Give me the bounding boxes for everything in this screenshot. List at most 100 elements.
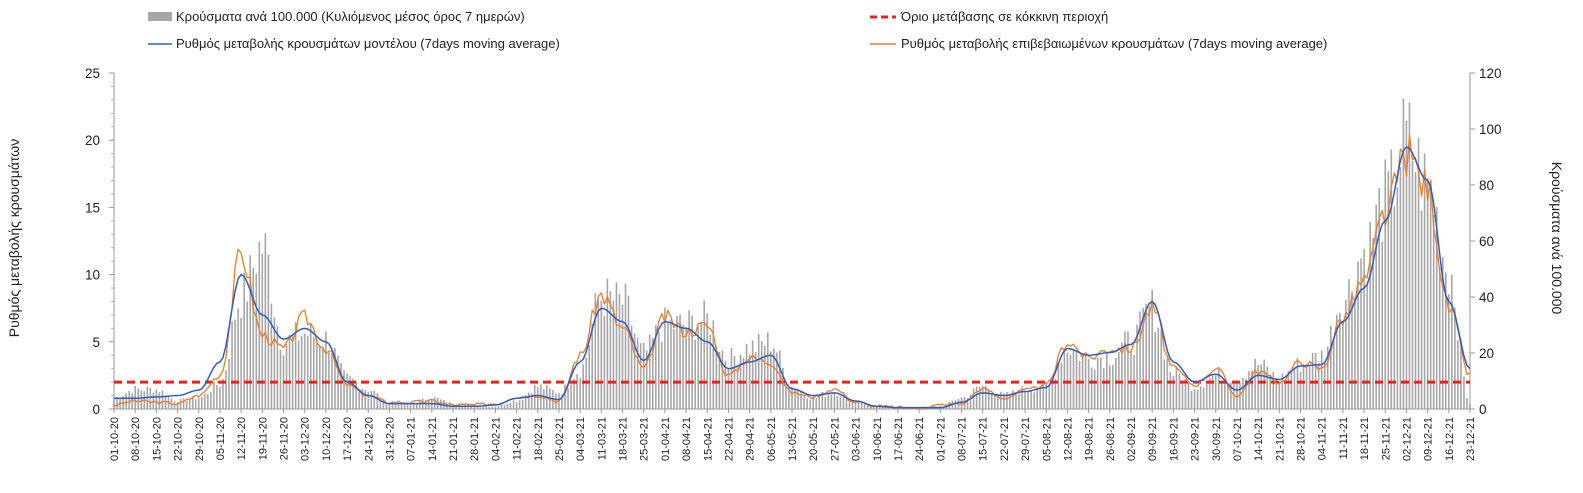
cases-bar (667, 322, 669, 409)
cases-bar (984, 385, 987, 409)
cases-bar (300, 335, 303, 409)
x-tick-label: 11-03-21 (596, 417, 608, 460)
cases-bar (564, 384, 566, 409)
cases-bar (213, 381, 215, 409)
cases-bar (597, 299, 600, 409)
cases-bar (800, 390, 802, 409)
cases-bar (1124, 331, 1126, 409)
cases-bar (1084, 354, 1087, 409)
cases-bar (770, 351, 772, 409)
cases-bar (1387, 171, 1390, 409)
y-left-ticks: 0 5 10 15 20 25 (85, 66, 114, 417)
cases-bar (872, 405, 875, 409)
cases-bar (721, 350, 724, 409)
cases-bar (627, 295, 630, 409)
cases-bars (113, 98, 1471, 410)
cases-bar (1045, 383, 1048, 409)
y-right-tick-label: 20 (1479, 346, 1494, 361)
cases-bar (191, 396, 194, 409)
y-right-axis-title: Κρούσματα ανά 100.000 (1549, 162, 1565, 315)
cases-bar (1393, 206, 1396, 409)
cases-bar (803, 394, 805, 409)
cases-bar (797, 389, 799, 409)
cases-bar (636, 337, 639, 409)
cases-bar (1299, 371, 1302, 409)
x-tick-label: 15-04-21 (702, 417, 714, 461)
cases-bar (860, 402, 863, 409)
cases-bar (1448, 294, 1450, 409)
x-tick-label: 15-07-21 (978, 417, 990, 461)
cases-bar (361, 388, 363, 409)
cases-bar (594, 293, 597, 409)
cases-bar (836, 395, 839, 409)
x-ticks: 01-10-20 08-10-20 15-10-20 22-10-20 29-10-20… (109, 409, 1477, 461)
cases-bar (1457, 340, 1459, 409)
cases-bar (661, 341, 663, 409)
cases-bar (658, 332, 660, 409)
cases-bar (845, 395, 848, 409)
cases-bar (745, 343, 748, 409)
cases-bar (258, 241, 261, 409)
cases-bar (1072, 348, 1075, 409)
cases-bar (1003, 393, 1005, 409)
cases-bar (1202, 387, 1205, 409)
x-tick-label: 12-08-21 (1062, 417, 1074, 461)
y-left-tick-label: 0 (92, 402, 100, 417)
x-tick-label: 11-02-21 (512, 417, 524, 460)
cases-bar (1417, 137, 1420, 409)
x-tick-label: 10-06-21 (872, 417, 884, 461)
cases-bar (579, 377, 581, 409)
cases-bar (1015, 392, 1017, 409)
cases-bar (806, 398, 808, 409)
cases-bar (1278, 381, 1281, 409)
cases-bar (312, 337, 315, 409)
cases-bar (555, 393, 557, 409)
cases-bar (1432, 215, 1435, 409)
cases-bar (709, 334, 712, 409)
cases-bar (1006, 392, 1008, 409)
cases-bar (1090, 367, 1093, 409)
legend-label-confirmed-rate: Ρυθμός μεταβολής επιβεβαιωμένων κρουσμάτ… (901, 36, 1327, 51)
cases-bar (1326, 346, 1329, 409)
cases-bar (1224, 378, 1226, 409)
x-tick-label: 15-10-20 (151, 417, 163, 461)
cases-bar (712, 320, 715, 409)
y-right-tick-label: 40 (1479, 290, 1494, 305)
cases-bar (294, 322, 297, 409)
y-left-tick-label: 10 (85, 268, 100, 283)
cases-bar (685, 327, 687, 409)
cases-bar (1372, 238, 1374, 409)
cases-bar (291, 333, 294, 409)
x-tick-label: 09-09-21 (1147, 417, 1159, 461)
cases-bar (785, 383, 787, 409)
cases-bar (715, 345, 718, 409)
cases-bar (576, 374, 578, 409)
cases-bar (1360, 258, 1362, 409)
cases-bar (288, 334, 291, 409)
cases-bar (1308, 366, 1311, 409)
cases-bar (1196, 389, 1199, 409)
cases-bar (237, 308, 239, 409)
cases-bar (388, 403, 391, 409)
x-tick-label: 21-01-21 (448, 417, 460, 461)
cases-bar (376, 393, 379, 409)
x-tick-label: 04-11-21 (1317, 417, 1329, 460)
cases-bar (494, 406, 497, 409)
cases-bar (1390, 149, 1393, 409)
legend-swatch-cases (148, 12, 172, 21)
y-right-ticks: 0 20 40 60 80 100 120 (1470, 66, 1502, 417)
cases-bar (1269, 375, 1272, 409)
cases-bar (1075, 350, 1078, 409)
x-tick-label: 19-11-20 (257, 417, 269, 460)
cases-bar (1332, 338, 1335, 409)
cases-bar (763, 345, 766, 409)
cases-bar (621, 304, 624, 409)
legend-item-model-rate: Ρυθμός μεταβολής κρουσμάτων μοντέλου (7d… (148, 36, 560, 51)
cases-bar (724, 360, 727, 409)
cases-bar (1290, 370, 1293, 409)
cases-bar (246, 301, 248, 409)
cases-bar (279, 350, 282, 409)
cases-bar (664, 307, 666, 409)
cases-bar (355, 381, 357, 409)
